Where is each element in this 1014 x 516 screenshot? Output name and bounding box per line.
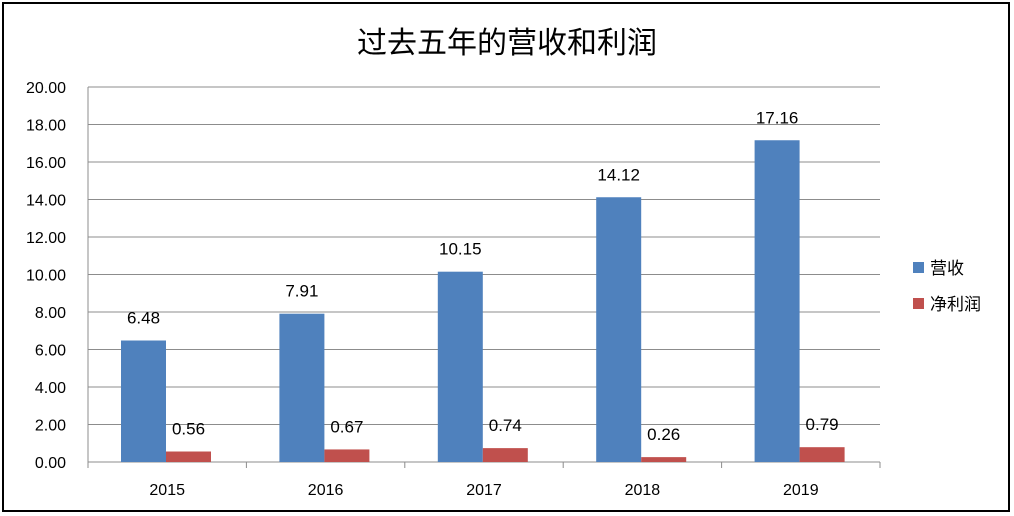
y-tick-label: 10.00 (26, 268, 66, 285)
bars (121, 140, 845, 462)
bar-revenue (596, 197, 642, 462)
y-tick-label: 14.00 (26, 193, 66, 210)
axes: 0.00 2.00 4.00 6.00 8.00 10.00 12.00 14.00 16.00… (26, 80, 881, 499)
y-tick-label: 16.00 (26, 155, 66, 172)
x-tick-label: 2017 (466, 482, 502, 499)
bar-net-profit (166, 451, 211, 462)
legend-swatch (913, 298, 924, 309)
bar-revenue (437, 271, 483, 462)
data-label: 14.12 (597, 165, 640, 184)
y-tick-label: 8.00 (35, 305, 66, 322)
bar-revenue (754, 140, 800, 462)
y-tick-label: 20.00 (26, 80, 66, 97)
y-tick-label: 4.00 (35, 380, 66, 397)
bar-net-profit (482, 448, 528, 462)
legend-label: 营收 (930, 259, 964, 279)
bar-net-profit (799, 447, 845, 462)
y-tick-label: 0.00 (35, 455, 66, 472)
y-tick-label: 12.00 (26, 230, 66, 247)
legend-label: 净利润 (930, 295, 981, 315)
data-label: 0.26 (647, 425, 680, 444)
y-tick-label: 6.00 (35, 343, 66, 360)
bar-net-profit (324, 449, 370, 462)
data-label: 6.48 (127, 309, 160, 328)
data-label: 7.91 (285, 282, 318, 301)
data-label: 0.67 (330, 417, 363, 436)
x-tick-label: 2015 (149, 482, 185, 499)
x-tick-label: 2018 (625, 482, 661, 499)
x-tick-label: 2019 (783, 482, 819, 499)
data-label: 0.74 (489, 416, 522, 435)
data-labels: 6.48 0.56 7.91 0.67 10.15 0.74 14.12 0.26 17.16 0… (127, 108, 839, 444)
data-label: 0.79 (806, 415, 839, 434)
legend-swatch (913, 262, 924, 273)
data-label: 10.15 (439, 240, 482, 259)
gridlines (88, 86, 880, 463)
x-tick-label: 2016 (308, 482, 344, 499)
y-tick-label: 2.00 (35, 418, 66, 435)
chart-title: 过去五年的营收和利润 (357, 26, 657, 61)
bar-net-profit (641, 457, 687, 462)
bar-revenue (121, 340, 166, 462)
y-tick-label: 18.00 (26, 118, 66, 135)
data-label: 17.16 (756, 108, 799, 127)
bar-revenue (279, 313, 325, 462)
data-label: 0.56 (172, 420, 205, 439)
